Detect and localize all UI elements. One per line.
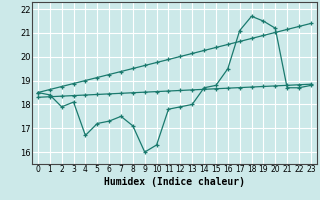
- X-axis label: Humidex (Indice chaleur): Humidex (Indice chaleur): [104, 177, 245, 187]
